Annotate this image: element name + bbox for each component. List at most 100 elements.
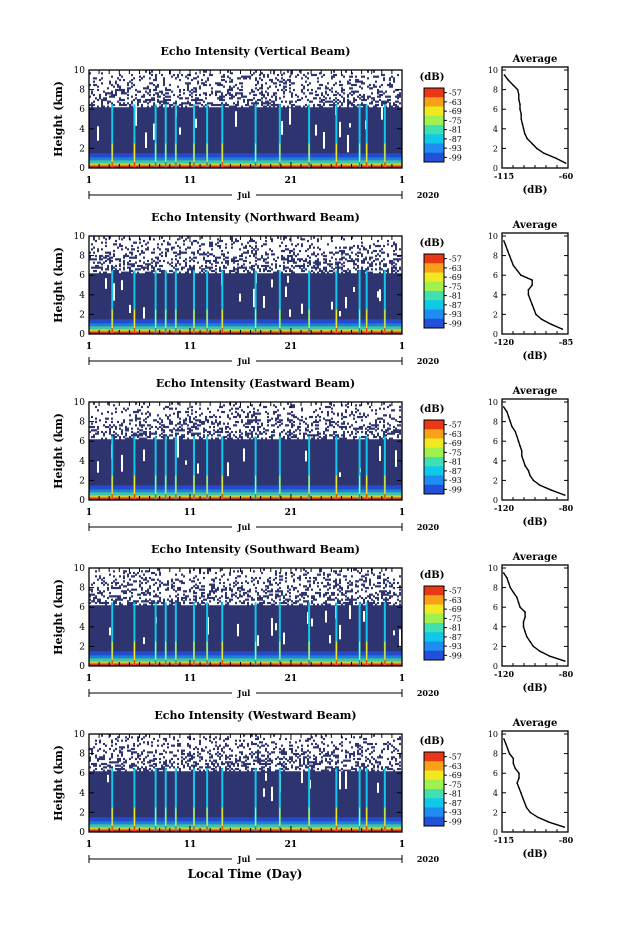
echo-speckle [177,244,179,248]
colorbar-tick-label: -75 [449,282,462,291]
echo-spike [174,270,177,334]
echo-speckle [205,762,207,766]
echo-speckle [347,590,349,593]
echo-speckle [375,420,377,424]
echo-speckle [171,751,173,754]
echo-speckle [227,596,229,600]
echo-speckle [247,271,249,274]
echo-speckle [127,261,129,264]
echo-speckle [105,271,107,274]
echo-speckle [361,419,363,422]
echo-speckle [227,425,229,429]
echo-speckle [367,595,369,598]
echo-speckle [159,573,161,576]
echo-speckle [301,97,303,100]
echo-speckle [257,266,259,269]
echo-speckle [101,757,103,761]
echo-speckle [343,261,345,264]
echo-speckle [265,266,267,269]
echo-speckle [147,102,149,105]
echo-speckle [157,243,159,246]
echo-speckle [101,98,103,102]
echo-speckle [255,415,257,419]
echo-speckle [157,93,159,97]
echo-speckle [105,417,107,420]
echo-speckle [133,263,135,266]
echo-speckle [377,258,379,261]
echo-speckle [265,90,267,93]
echo-speckle [293,103,295,107]
echo-speckle [217,434,219,437]
echo-spike-peak [279,494,281,500]
echo-speckle [215,90,217,93]
echo-speckle [135,417,137,420]
echo-speckle [319,573,321,576]
echo-speckle [159,598,161,601]
echo-speckle [349,87,351,90]
echo-speckle [395,248,397,251]
echo-speckle [379,437,381,440]
echo-speckle [105,437,107,440]
echo-speckle [219,83,221,87]
colorbar-frame [423,87,445,163]
echo-speckle [225,261,227,264]
echo-speckle [315,409,317,412]
echo-speckle [201,756,203,759]
echo-speckle [311,601,313,605]
echo-speckle [291,70,293,73]
echo-speckle [239,434,241,437]
echo-speckle [243,263,245,266]
echo-speckle [173,427,175,430]
echo-speckle [371,97,373,100]
echo-speckle [253,268,255,271]
echo-speckle [201,78,203,82]
echo-speckle [161,92,163,95]
echo-speckle [351,601,353,605]
echo-speckle [215,736,217,739]
avg-profile-point [516,596,518,599]
echo-speckle [303,432,305,435]
echo-speckle [157,95,159,98]
echo-speckle [399,593,401,596]
echo-speckle [387,591,389,595]
echo-speckle [331,75,333,78]
echo-speckle [95,97,97,100]
echo-speckle [325,259,327,263]
echo-speckle [143,239,145,243]
echo-gap [287,275,289,283]
echo-speckle [179,601,181,605]
echo-speckle [171,762,173,766]
echo-speckle [163,762,165,766]
echo-speckle [241,264,243,268]
echo-speckle [251,432,253,435]
echo-speckle [235,256,237,259]
echo-spike-peak [366,162,368,168]
echo-speckle [259,430,261,434]
echo-speckle [179,97,181,100]
echo-speckle [321,410,323,414]
echo-speckle [119,575,121,578]
echo-speckle [383,263,385,266]
echo-speckle [137,571,139,575]
echo-speckle [239,88,241,92]
echo-speckle [383,407,385,410]
echo-spike-core [384,143,386,168]
echo-speckle [179,420,181,424]
echo-speckle [141,264,143,268]
echo-speckle [249,266,251,269]
echo-speckle [275,593,277,596]
echo-speckle [107,251,109,254]
echo-speckle [227,437,229,440]
echo-speckle [115,764,117,767]
echo-speckle [287,434,289,437]
echo-speckle [313,97,315,100]
echo-speckle [361,87,363,90]
echo-speckle [253,264,255,268]
echo-speckle [171,600,173,603]
echo-speckle [121,767,123,771]
avg-x-label: (dB) [523,185,548,196]
echo-gap [379,289,381,302]
y-tick-label: 6 [79,437,85,447]
echo-speckle [379,420,381,424]
echo-speckle [349,603,351,606]
